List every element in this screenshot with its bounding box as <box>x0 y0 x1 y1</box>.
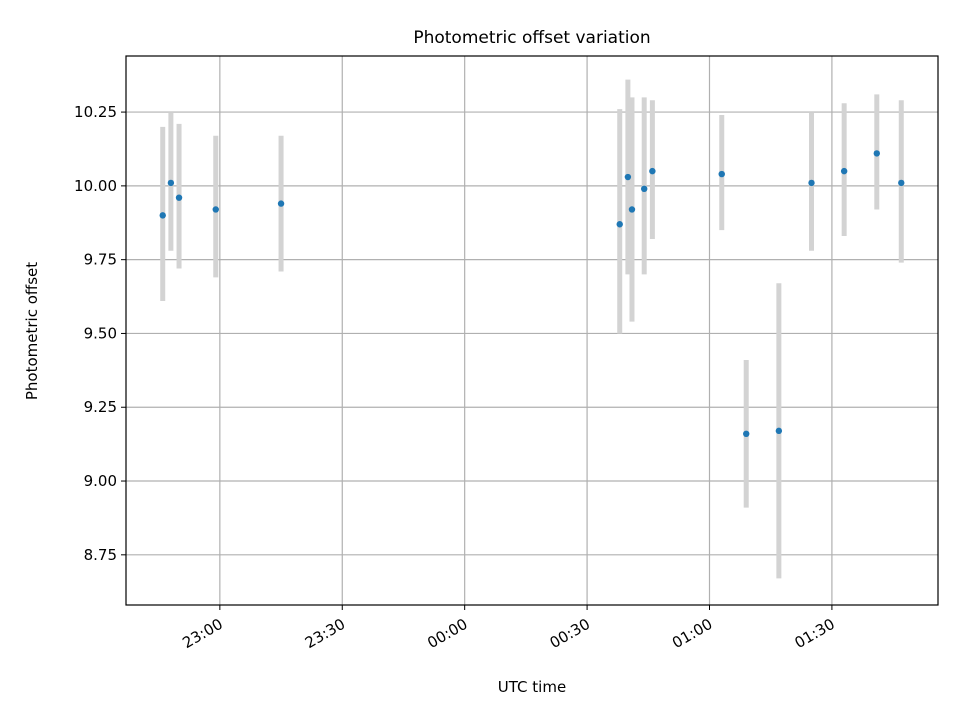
data-point <box>873 150 880 157</box>
data-point <box>167 179 175 187</box>
y-axis: 8.75 9.00 9.25 9.50 9.75 10.00 10.25 <box>74 103 126 564</box>
data-point <box>212 206 219 213</box>
y-tick-label: 8.75 <box>84 546 117 564</box>
data-point <box>641 185 648 193</box>
y-tick-label: 9.00 <box>84 472 117 490</box>
y-tick-label: 9.50 <box>84 324 117 342</box>
chart-title: Photometric offset variation <box>413 28 650 48</box>
data-point <box>628 206 636 213</box>
y-tick-label: 9.75 <box>84 251 117 269</box>
x-tick-label: 23:00 <box>179 615 225 652</box>
y-tick-label: 10.00 <box>74 177 117 195</box>
x-axis-label: UTC time <box>498 678 566 696</box>
plot-frame <box>125 55 939 606</box>
data-point <box>624 173 632 181</box>
data-point <box>898 179 905 187</box>
x-tick-label: 01:30 <box>791 615 837 652</box>
data-point <box>159 212 166 219</box>
errorbars <box>160 79 904 579</box>
x-tick-label: 00:00 <box>424 615 470 652</box>
y-axis-label: Photometric offset <box>23 262 41 400</box>
data-point <box>808 179 815 187</box>
y-tick-label: 10.25 <box>74 103 117 121</box>
data-point <box>277 200 285 207</box>
y-tick-label: 9.25 <box>84 398 117 416</box>
data-point <box>175 194 183 201</box>
gridlines <box>126 56 938 605</box>
data-points <box>159 150 905 438</box>
x-tick-label: 23:30 <box>302 615 348 652</box>
data-point <box>743 430 750 438</box>
data-point <box>775 427 783 435</box>
x-tick-label: 01:00 <box>669 615 715 652</box>
data-point <box>718 170 725 178</box>
x-tick-label: 00:30 <box>547 615 593 652</box>
x-axis: 23:00 23:30 00:00 00:30 01:00 01:30 <box>179 605 838 652</box>
data-point <box>649 167 656 175</box>
data-point <box>840 167 848 175</box>
data-point <box>616 221 623 228</box>
